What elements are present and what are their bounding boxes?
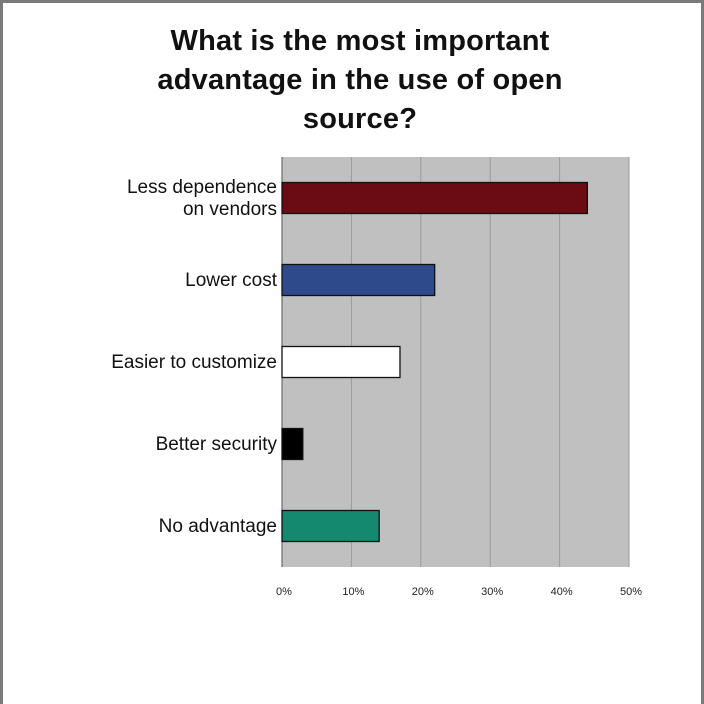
category-label: Lower cost xyxy=(185,270,278,291)
bars xyxy=(281,181,589,543)
category-label: Less dependence on vendors xyxy=(127,177,277,220)
grid-lines xyxy=(281,157,630,567)
x-tick-label: 10% xyxy=(342,586,364,598)
bar xyxy=(281,263,436,297)
x-tick-label: 30% xyxy=(481,586,503,598)
x-tick-label: 40% xyxy=(551,586,573,598)
category-label: No advantage xyxy=(159,516,277,537)
category-labels: Less dependence on vendors Lower cost Easie… xyxy=(111,177,278,537)
category-label: Better security xyxy=(156,434,278,455)
bar xyxy=(281,509,380,543)
bar xyxy=(281,345,401,379)
x-tick-label: 20% xyxy=(412,586,434,598)
chart-title: What is the most important advantage in … xyxy=(157,25,563,135)
x-tick-label: 0% xyxy=(276,586,292,598)
category-label: Easier to customize xyxy=(111,352,277,373)
x-tick-label: 50% xyxy=(620,586,642,598)
bar xyxy=(281,427,304,461)
bar xyxy=(281,181,589,215)
x-tick-labels: 0% 10% 20% 30% 40% 50% xyxy=(276,586,642,598)
